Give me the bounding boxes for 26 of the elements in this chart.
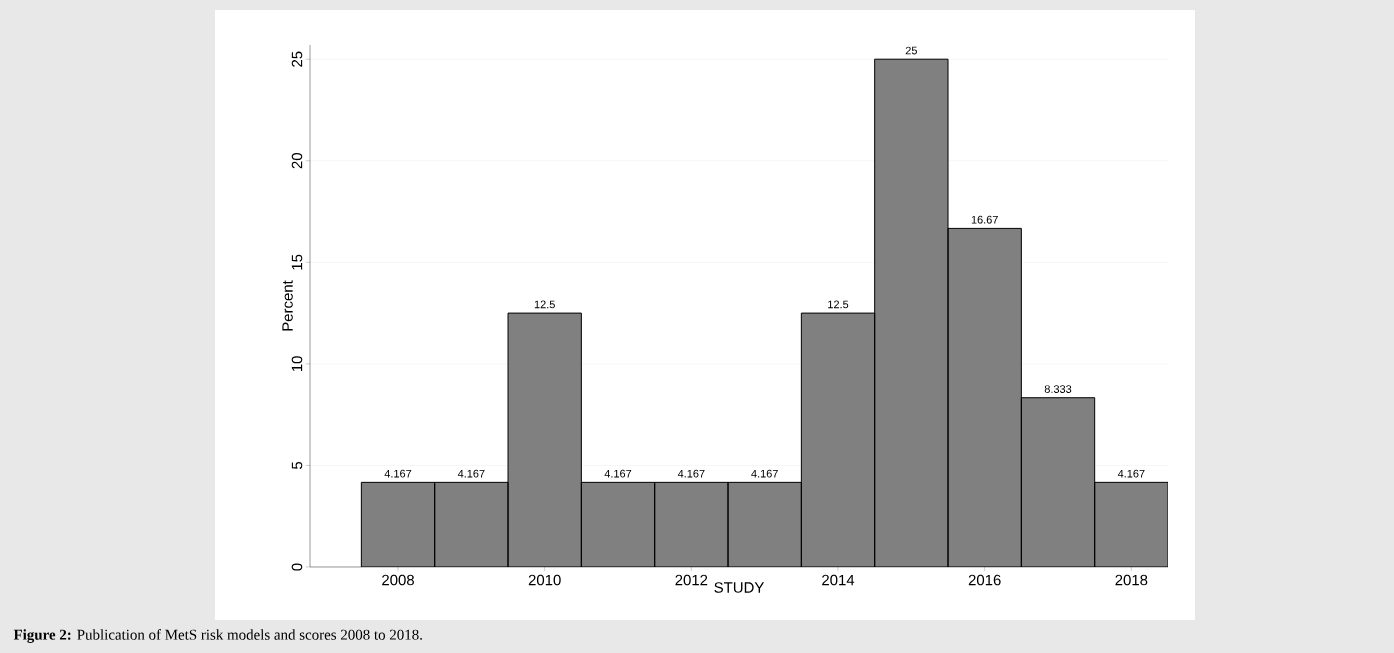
x-tick-label: 2012 xyxy=(675,574,708,586)
data-label: 4.167 xyxy=(1117,469,1145,478)
data-label: 16.67 xyxy=(971,215,998,224)
x-tick-label: 2018 xyxy=(1115,574,1148,586)
data-label: 4.167 xyxy=(384,469,412,478)
y-tick-label: 5 xyxy=(291,461,303,469)
x-tick-label: 2010 xyxy=(528,574,561,586)
data-label: 12.5 xyxy=(534,300,555,309)
data-label: 25 xyxy=(905,46,917,55)
data-label: 4.167 xyxy=(751,469,778,478)
data-label: 4.167 xyxy=(604,469,632,478)
text: Figure 2: Publication of MetS risk models and scores 2008 to 2018. xyxy=(13,629,422,643)
x-tick-label: 2014 xyxy=(822,574,855,586)
data-label: 4.167 xyxy=(677,469,705,478)
x-tick-label: 2008 xyxy=(382,574,414,586)
y-tick-label: 25 xyxy=(291,51,303,67)
y-axis-title: Percent xyxy=(282,280,293,331)
x-tick-label: 2016 xyxy=(968,574,1001,586)
y-tick-label: 10 xyxy=(291,356,303,372)
y-tick-label: 20 xyxy=(291,153,303,169)
y-tick-label: 0 xyxy=(291,563,303,571)
data-label: 4.167 xyxy=(457,469,485,478)
y-tick-label: 15 xyxy=(291,254,303,270)
x-axis-title: STUDY xyxy=(714,582,765,593)
data-label: 8.333 xyxy=(1044,385,1072,393)
data-label: 12.5 xyxy=(828,300,849,309)
